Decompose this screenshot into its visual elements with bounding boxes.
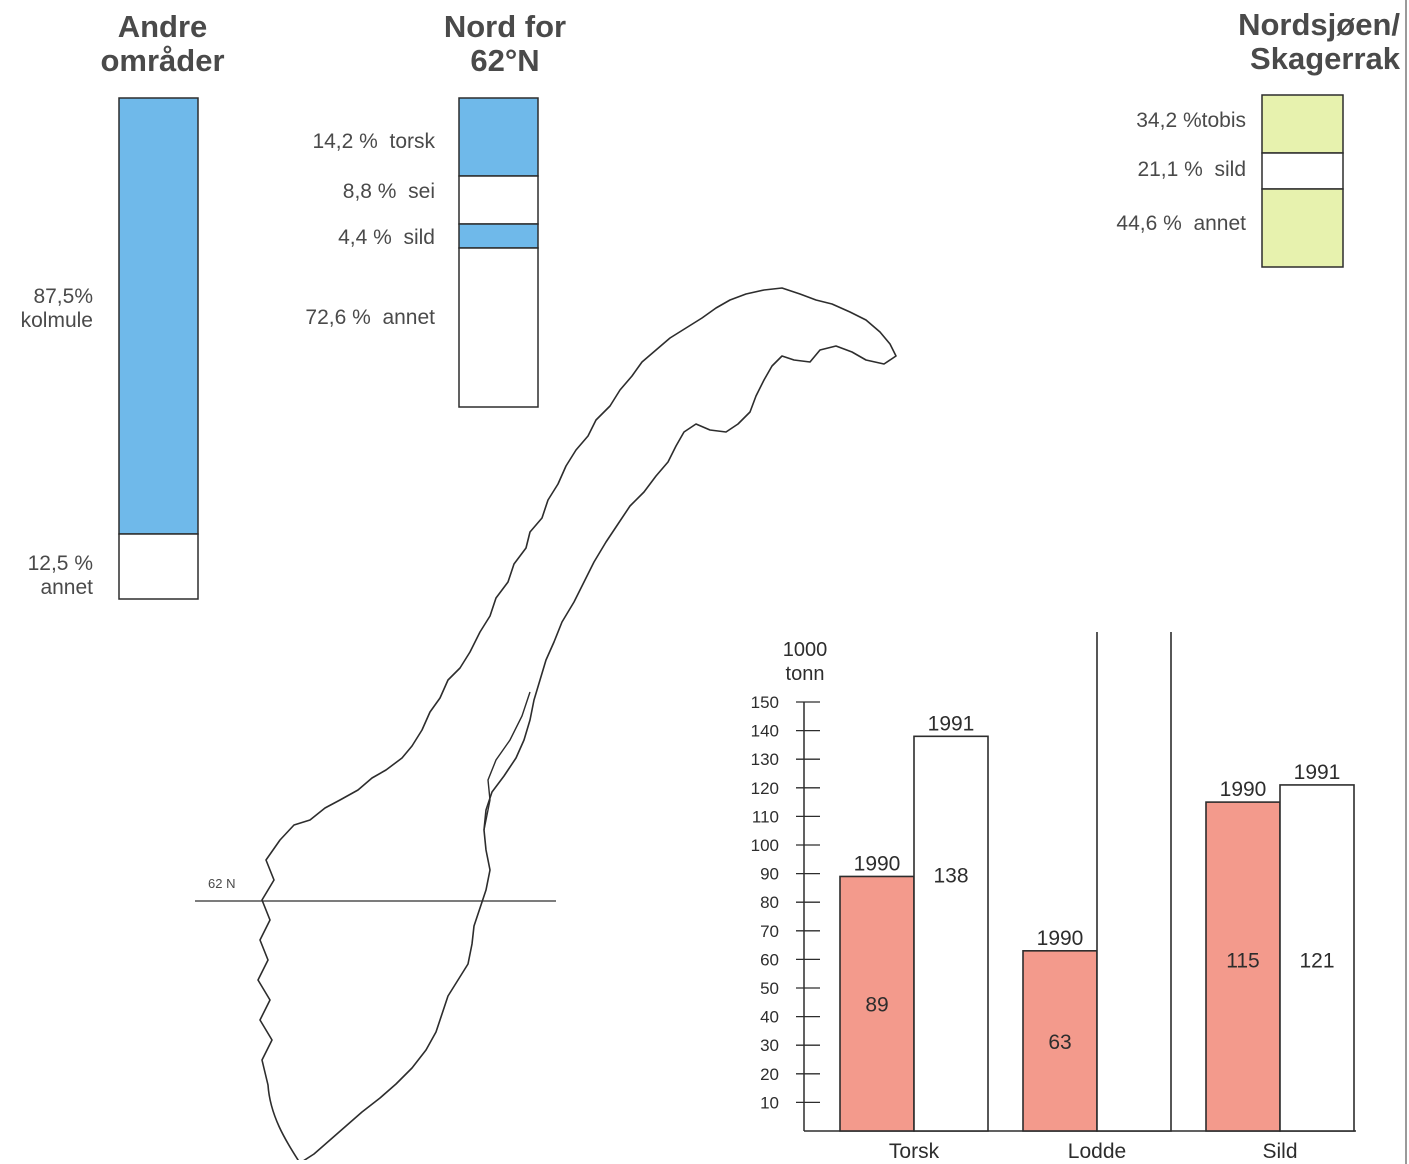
bar-sild-1990 [1205, 801, 1281, 1132]
category-label-lodde: Lodde [1068, 1140, 1126, 1162]
y-tick-label-70: 70 [760, 922, 779, 941]
y-tick-label-80: 80 [760, 893, 779, 912]
year-label-lodde-1990: 1990 [1037, 927, 1084, 950]
title-nord-line2: 62°N [470, 43, 540, 78]
y-tick-label-130: 130 [751, 750, 779, 769]
label-nord-sild: 4,4 % sild [338, 226, 435, 249]
value-label-lodde-1990: 63 [1048, 1031, 1071, 1054]
bar-torsk-1991 [913, 735, 989, 1132]
year-label-sild-1991: 1991 [1294, 761, 1341, 784]
segment-nordsjoen-sild [1261, 152, 1344, 190]
title-andre-line1: Andre [117, 9, 208, 44]
norway-map: 62 N [195, 287, 897, 1160]
y-tick-label-90: 90 [760, 865, 779, 884]
title-nord-line1: Nord for [443, 9, 567, 44]
label-andre-annet-name: annet [40, 576, 93, 599]
page-right-edge [1405, 0, 1407, 1164]
y-axis-label-line1: 1000 [783, 639, 828, 661]
y-tick-label-40: 40 [760, 1008, 779, 1027]
y-tick-label-110: 110 [752, 807, 779, 826]
stacked-bar-andre [118, 97, 199, 600]
segment-nord-sei [458, 175, 539, 225]
segment-andre-annet [118, 533, 199, 600]
value-label-torsk-1991: 138 [933, 864, 968, 887]
y-axis-label-line2: tonn [786, 663, 825, 685]
bar-sild-1991 [1279, 784, 1355, 1132]
segment-nordsjoen-tobis [1261, 94, 1344, 154]
label-nord-annet: 72,6 % annet [305, 306, 435, 329]
y-tick-label-60: 60 [760, 950, 779, 969]
stacked-bar-nord [458, 97, 539, 408]
label-nord-sei: 8,8 % sei [342, 180, 435, 203]
year-label-torsk-1990: 1990 [854, 852, 901, 875]
category-label-torsk: Torsk [889, 1140, 940, 1162]
title-andre-line2: områder [100, 43, 225, 78]
y-tick-label-30: 30 [760, 1036, 779, 1055]
year-label-torsk-1991: 1991 [928, 712, 975, 735]
y-tick-label-100: 100 [751, 836, 779, 855]
y-tick-label-140: 140 [751, 722, 779, 741]
stacked-bar-nordsjoen [1261, 94, 1344, 268]
title-nordsjoen-line1: Nordsjøen/ [1238, 7, 1400, 42]
norway-outline [257, 287, 897, 1160]
value-label-sild-1991: 121 [1299, 949, 1334, 972]
year-label-sild-1990: 1990 [1220, 778, 1267, 801]
label-nord-torsk: 14,2 % torsk [312, 130, 435, 153]
bars: 891990138199163199053211519901211991 [839, 632, 1355, 1132]
y-tick-label-150: 150 [751, 693, 779, 712]
y-tick-label-10: 10 [760, 1093, 779, 1112]
label-nordsjoen-tobis: 34,2 %tobis [1136, 109, 1246, 132]
y-tick-label-120: 120 [751, 779, 779, 798]
label-andre-annet-pct: 12,5 % [27, 552, 93, 575]
bar-lodde-1991 [1096, 632, 1172, 1132]
x-axis-categories: Torsk Lodde Sild [889, 1140, 1298, 1162]
label-nordsjoen-annet: 44,6 % annet [1116, 212, 1246, 235]
swedish-border [483, 691, 531, 831]
label-andre-kolmule-name: kolmule [20, 309, 93, 332]
label-andre-annet: 12,5 % annet [0, 552, 93, 600]
label-nordsjoen-sild: 21,1 % sild [1137, 158, 1246, 181]
label-62n: 62 N [208, 876, 235, 891]
title-andre-omrader: Andre områder [80, 10, 245, 78]
category-label-sild: Sild [1262, 1140, 1297, 1162]
title-nordsjoen-line2: Skagerrak [1250, 41, 1400, 76]
label-andre-kolmule-pct: 87,5% [33, 285, 93, 308]
segment-nord-torsk [458, 97, 539, 177]
y-tick-label-20: 20 [760, 1065, 779, 1084]
segment-andre-kolmule [118, 97, 199, 535]
catch-bar-chart: 1000 tonn 10 20 30 40 50 60 70 80 90 100 110 120 130… [751, 632, 1356, 1162]
y-tick-label-50: 50 [760, 979, 779, 998]
segment-nord-annet [458, 247, 539, 408]
segment-nordsjoen-annet [1261, 188, 1344, 268]
label-andre-kolmule: 87,5% kolmule [0, 285, 93, 333]
value-label-sild-1990: 115 [1226, 949, 1259, 972]
segment-nord-sild [458, 223, 539, 249]
value-label-torsk-1990: 89 [865, 994, 888, 1017]
title-nord-for-62n: Nord for 62°N [425, 10, 585, 78]
title-nordsjoen-skagerrak: Nordsjøen/ Skagerrak [1200, 8, 1400, 76]
